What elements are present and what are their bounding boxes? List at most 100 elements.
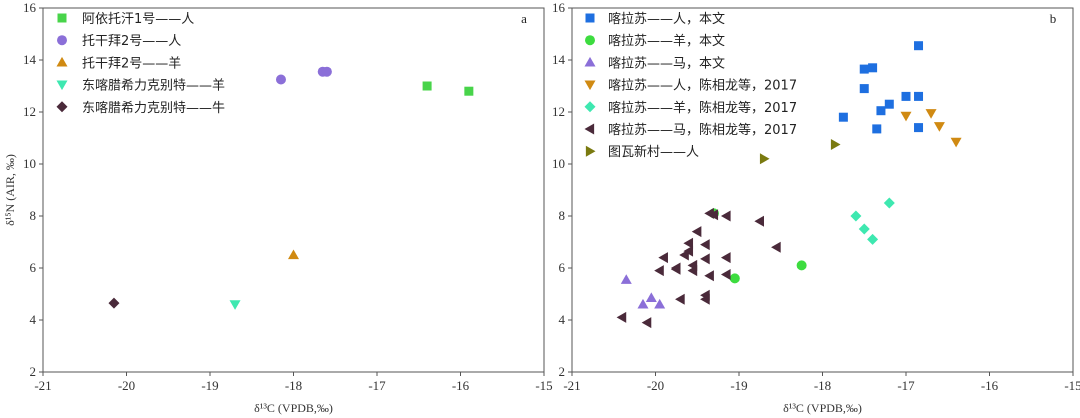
panel-b-series-2-point-0 <box>620 274 632 284</box>
panel-a-series-4-point-0 <box>108 297 120 309</box>
panel-b-series-0-point-5 <box>876 106 886 116</box>
panel-b-series-5-point-14 <box>700 253 710 265</box>
panel-b-series-0-point-2 <box>868 63 878 73</box>
panel-b-series-0-point-1 <box>859 64 869 74</box>
panel-b-legend-label-5: 喀拉苏——马，陈相龙等，2017 <box>608 122 797 138</box>
panel-b-series-4-point-3 <box>883 197 895 209</box>
panel-a-legend-label-3: 东喀腊希力克别特——羊 <box>82 78 225 94</box>
panel-b-legend-label-3: 喀拉苏——人，陈相龙等，2017 <box>608 78 797 94</box>
panel-b-legend-marker-2 <box>584 56 596 67</box>
panel-a-series-1-point-0 <box>275 74 286 85</box>
panel-b-y-tick-label: 8 <box>559 208 566 223</box>
panel-b-series-0-point-7 <box>901 91 911 101</box>
panel-b-series-5-point-11 <box>687 265 698 277</box>
panel-b-series-5-point-15 <box>704 270 714 282</box>
panel-a-x-tick-label: -20 <box>118 378 135 393</box>
panel-b-series-4-point-1 <box>858 223 870 235</box>
panel-b-series-2-point-2 <box>645 292 657 303</box>
panel-a-legend-marker-0 <box>57 13 67 23</box>
panel-b-y-tick-label: 14 <box>552 52 566 67</box>
panel-b-legend-marker-1 <box>585 35 595 46</box>
panel-b-legend-label-6: 图瓦新村——人 <box>608 144 699 160</box>
panel-b-y-tick-label: 12 <box>552 104 565 119</box>
panel-a-y-tick-label: 10 <box>23 156 36 171</box>
panel-b-series-5-point-3 <box>658 252 668 264</box>
panel-a-y-tick-label: 16 <box>23 0 37 15</box>
panel-a-legend-marker-4 <box>56 101 68 113</box>
panel-b-y-tick-label: 2 <box>559 364 566 379</box>
panel-a-series-2-point-0 <box>288 249 299 260</box>
panel-b-legend-label-0: 喀拉苏——人，本文 <box>608 11 725 27</box>
panel-a-panel-letter: a <box>521 11 527 26</box>
panel-b-series-3-point-0 <box>900 111 912 122</box>
panel-a-legend-label-2: 托干拜2号——羊 <box>82 55 181 71</box>
panel-b-legend-marker-0 <box>585 13 595 23</box>
panel-b-series-0-point-3 <box>859 84 869 94</box>
panel-b-legend-marker-4 <box>584 101 596 113</box>
panel-b-x-tick-label: -21 <box>563 378 580 393</box>
panel-a-y-tick-label: 8 <box>30 208 37 223</box>
panel-b-series-5-point-2 <box>654 265 664 277</box>
panel-a-y-tick-label: 4 <box>30 312 37 327</box>
panel-b-x-axis-label: δ¹³C (VPDB,‰) <box>783 401 862 415</box>
panel-b-series-6-point-1 <box>830 139 841 150</box>
panel-b-series-2-point-1 <box>637 298 649 309</box>
panel-a-x-tick-label: -18 <box>285 378 302 393</box>
panel-b-series-1-point-1 <box>729 273 740 284</box>
panel-b-series-5-point-20 <box>720 210 731 222</box>
panel-a-x-tick-label: -15 <box>535 378 552 393</box>
panel-b-series-3-point-1 <box>925 109 937 119</box>
panel-b-series-5-point-21 <box>720 252 731 264</box>
panel-b-legend-label-2: 喀拉苏——马，本文 <box>608 55 725 71</box>
panel-a-y-axis-label: δ¹⁵N (AIR, ‰) <box>3 154 17 226</box>
panel-b-series-0-point-0 <box>838 112 848 122</box>
panel-b-series-3-point-3 <box>950 137 962 148</box>
panel-b-series-1-point-2 <box>796 260 807 271</box>
panel-b-y-tick-label: 6 <box>559 260 566 275</box>
panel-b-series-5-point-23 <box>754 215 764 227</box>
panel-b-series-5-point-6 <box>675 293 685 305</box>
panel-b-series-0-point-6 <box>872 124 882 134</box>
panel-b-legend-label-1: 喀拉苏——羊，本文 <box>608 33 725 49</box>
panel-a-x-tick-label: -16 <box>452 378 470 393</box>
panel-b-series-0-point-10 <box>914 41 924 51</box>
panel-b-series-5-point-13 <box>700 239 710 251</box>
panel-b-legend-marker-5 <box>584 123 595 135</box>
panel-b-legend-marker-3 <box>584 80 596 91</box>
panel-b-x-tick-label: -15 <box>1064 378 1080 393</box>
panel-b-x-tick-label: -19 <box>730 378 747 393</box>
panel-b-x-tick-label: -20 <box>647 378 664 393</box>
panel-b-series-4-point-0 <box>850 210 862 222</box>
panel-b-legend-label-4: 喀拉苏——羊，陈相龙等，2017 <box>608 100 797 116</box>
panel-b-series-5-point-24 <box>771 241 781 253</box>
panel-b-series-6-point-0 <box>759 153 770 165</box>
panel-b-series-5-point-0 <box>616 311 627 323</box>
panel-b-series-4-point-2 <box>867 233 879 245</box>
panel-b-series-5-point-1 <box>641 317 652 329</box>
panel-a-series-1-point-2 <box>321 66 332 77</box>
panel-b-x-tick-label: -17 <box>897 378 915 393</box>
panel-a-x-tick-label: -17 <box>368 378 386 393</box>
panel-b-panel-letter: b <box>1050 11 1057 26</box>
panel-a-series-3-point-0 <box>229 300 241 310</box>
panel-b-series-0-point-4 <box>884 99 894 109</box>
panel-b-series-3-point-2 <box>933 122 945 132</box>
panel-a-legend-marker-2 <box>56 56 68 67</box>
panel-b-series-0-point-9 <box>914 123 924 133</box>
panel-a-legend-label-4: 东喀腊希力克别特——牛 <box>82 100 225 116</box>
panel-b-series-0-point-8 <box>914 91 924 101</box>
panel-b-legend-marker-6 <box>585 145 596 157</box>
panel-b-series-5-point-19 <box>708 209 719 221</box>
panel-b-series-5-point-12 <box>691 226 702 238</box>
panel-a-series-0-point-1 <box>464 86 474 96</box>
panel-a-x-axis-label: δ¹³C (VPDB,‰) <box>254 401 333 415</box>
panel-b-series-5-point-22 <box>720 269 731 280</box>
panel-b-y-tick-label: 4 <box>559 312 566 327</box>
panel-a-legend-label-1: 托干拜2号——人 <box>82 34 181 49</box>
panel-b-series-5-point-9 <box>683 245 694 257</box>
panel-a-legend-marker-1 <box>57 35 67 46</box>
panel-a-x-tick-label: -21 <box>34 378 51 393</box>
panel-b-y-tick-label: 16 <box>552 0 566 15</box>
panel-b-series-5-point-17 <box>700 293 710 305</box>
panel-b-series-2-point-3 <box>654 298 666 309</box>
